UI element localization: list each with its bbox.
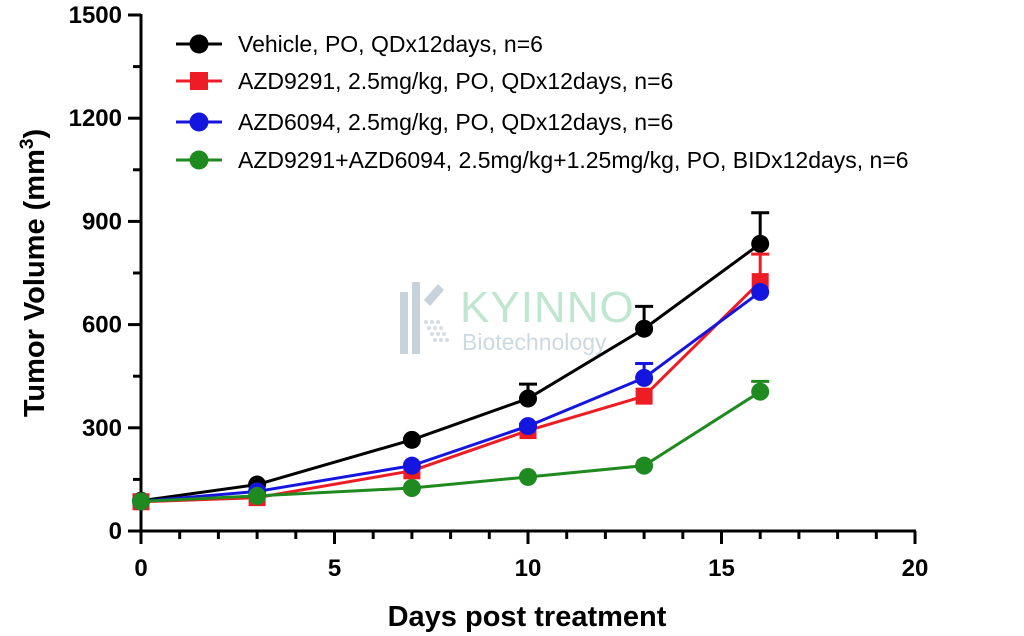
data-point: [519, 417, 537, 436]
legend-item: AZD6094, 2.5mg/kg, PO, QDx12days, n=6: [176, 109, 673, 135]
y-tick-label: 600: [82, 312, 122, 339]
series-3: [132, 282, 770, 511]
data-point: [751, 282, 770, 301]
y-tick-label: 900: [82, 208, 122, 235]
y-tick-label: 300: [82, 415, 122, 442]
legend-item: AZD9291+AZD6094, 2.5mg/kg+1.25mg/kg, PO,…: [176, 147, 909, 173]
data-point: [402, 430, 421, 449]
data-point: [519, 389, 537, 408]
data-point: [248, 486, 267, 505]
y-tick-label: 1500: [69, 2, 122, 29]
series-line: [140, 280, 762, 504]
legend-label: AZD6094, 2.5mg/kg, PO, QDx12days, n=6: [238, 109, 673, 135]
data-point: [635, 319, 654, 338]
x-tick-label: 15: [708, 555, 735, 582]
data-series: [132, 211, 770, 511]
data-point: [635, 387, 653, 405]
data-point: [132, 492, 150, 511]
x-axis-title: Days post treatment: [388, 601, 667, 633]
series-4: [132, 379, 770, 511]
legend-item: Vehicle, PO, QDx12days, n=6: [176, 31, 543, 57]
legend-item: AZD9291, 2.5mg/kg, PO, QDx12days, n=6: [176, 68, 673, 94]
x-tick-label: 10: [515, 555, 542, 582]
legend-label: Vehicle, PO, QDx12days, n=6: [238, 31, 543, 57]
legend-label: AZD9291, 2.5mg/kg, PO, QDx12days, n=6: [238, 68, 673, 94]
data-point: [635, 456, 654, 475]
x-tick-label: 0: [134, 555, 147, 582]
watermark-text: KYINNO: [460, 283, 635, 332]
legend-label: AZD9291+AZD6094, 2.5mg/kg+1.25mg/kg, PO,…: [238, 147, 909, 173]
watermark-logo-icon: [400, 282, 449, 354]
legend-marker: [189, 150, 209, 170]
y-axis-title-suffix: ): [19, 129, 51, 139]
series-line: [140, 390, 762, 503]
legend-marker: [189, 34, 209, 54]
data-point: [519, 467, 537, 486]
y-axis-title: Tumor Volume (mm3): [17, 129, 51, 417]
y-axis-title-superscript: 3: [17, 139, 38, 150]
series-line: [140, 242, 762, 503]
data-point: [751, 234, 770, 253]
legend-marker: [189, 112, 209, 132]
legend-marker: [190, 72, 208, 90]
x-tick-label: 5: [328, 555, 341, 582]
x-tick-label: 20: [902, 555, 929, 582]
data-point: [751, 382, 770, 401]
y-axis-title-main: Tumor Volume (mm: [19, 149, 51, 417]
x-axis-ticks: 0 5 10 15 20: [134, 531, 928, 582]
series-2: [132, 252, 770, 511]
legend: Vehicle, PO, QDx12days, n=6 AZD9291, 2.5m…: [176, 31, 909, 173]
data-point: [402, 479, 421, 497]
y-axis-ticks: 0 300 600 900 1200 1500: [69, 2, 141, 545]
y-tick-label: 1200: [69, 105, 122, 132]
series-line: [140, 290, 762, 503]
y-tick-label: 0: [109, 518, 122, 545]
series-1: [132, 211, 770, 510]
data-point: [635, 368, 654, 387]
watermark-logo: KYINNO Biotechnology: [400, 282, 635, 355]
data-point: [402, 456, 421, 475]
watermark-subtext: Biotechnology: [462, 329, 607, 355]
